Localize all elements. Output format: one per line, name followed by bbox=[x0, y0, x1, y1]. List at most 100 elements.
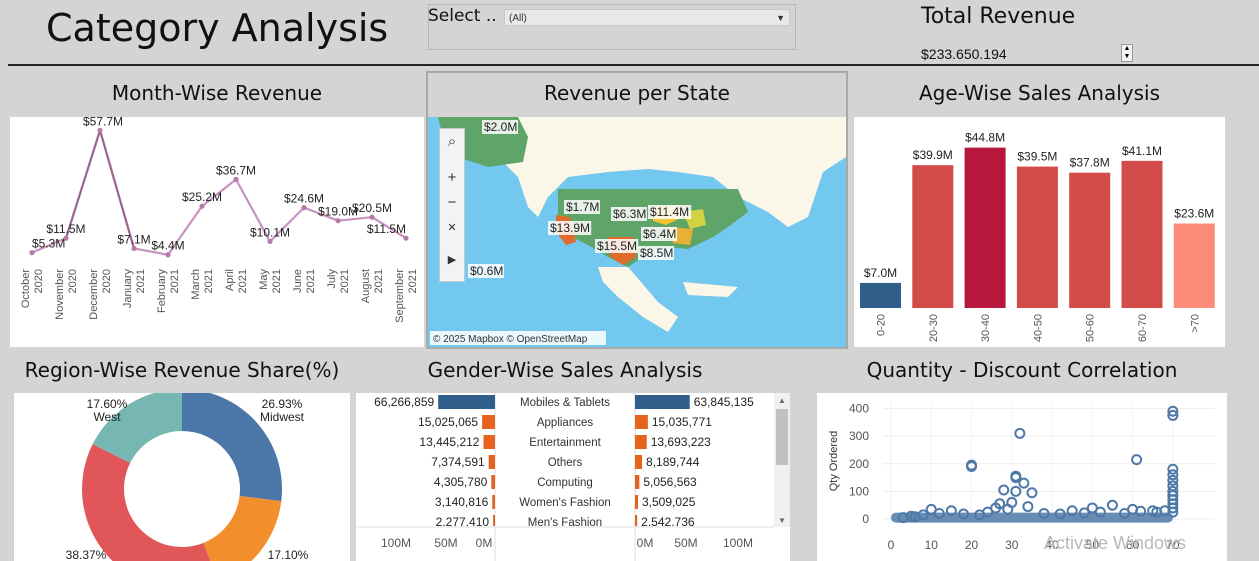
scroll-up-icon: ▲ bbox=[778, 396, 786, 405]
map-state-value: $11.4M bbox=[650, 205, 689, 219]
qty-point bbox=[1066, 505, 1078, 517]
month-point bbox=[233, 176, 239, 182]
month-chart-title: Month-Wise Revenue bbox=[111, 81, 323, 105]
month-tick-year: 2021 bbox=[169, 269, 181, 293]
region-slice bbox=[203, 496, 282, 561]
state-map[interactable]: $2.0M $1.7M $6.3M $11.4M $13.9M $6.4M $15.5M $8… bbox=[428, 117, 846, 347]
total-revenue-title: Total Revenue bbox=[921, 4, 1076, 29]
state-map-title: Revenue per State bbox=[544, 81, 730, 105]
map-state-value: $0.6M bbox=[470, 264, 503, 278]
qty-point bbox=[1026, 487, 1038, 499]
month-tick-group: January 2021 bbox=[122, 269, 147, 309]
qty-point bbox=[1010, 485, 1022, 497]
gender-right-value: 2,542,736 bbox=[641, 515, 695, 529]
month-line-segment bbox=[303, 206, 339, 222]
qty-y-axis-label: Qty Ordered bbox=[828, 431, 840, 492]
gender-right-tick: 100M bbox=[723, 536, 753, 550]
gender-left-value: 2,277,410 bbox=[436, 515, 490, 529]
month-point bbox=[165, 252, 171, 258]
qty-point bbox=[897, 512, 909, 524]
month-line-segment bbox=[235, 178, 271, 242]
qty-point bbox=[974, 509, 986, 521]
map-state-value: $6.3M bbox=[613, 207, 646, 221]
qty-y-tick: 200 bbox=[849, 457, 869, 471]
region-name-label: Midwest bbox=[260, 410, 305, 424]
map-label-bg bbox=[648, 205, 692, 219]
gender-right-bar bbox=[635, 475, 640, 489]
month-tick-year: 2021 bbox=[271, 269, 283, 293]
month-tick-label: October bbox=[20, 269, 32, 308]
qty-x-tick: 10 bbox=[925, 538, 939, 552]
month-tick-group: March 2021 bbox=[190, 269, 215, 300]
scroll-down-icon: ▼ bbox=[778, 516, 786, 525]
qty-point bbox=[1038, 507, 1050, 519]
gender-sales-chart: 66,266,859 63,845,135 Mobiles & Tablets 15,… bbox=[356, 393, 790, 561]
category-filter-select[interactable]: (All) ▼ bbox=[504, 9, 790, 26]
age-bar bbox=[1173, 223, 1215, 308]
month-line-segment bbox=[31, 237, 67, 254]
gender-left-value: 7,374,591 bbox=[431, 455, 485, 469]
month-line-segment bbox=[337, 216, 373, 222]
gender-left-value: 3,140,816 bbox=[435, 495, 489, 509]
qty-point bbox=[1054, 508, 1066, 520]
map-land-caribbean bbox=[683, 282, 738, 297]
month-value-label: $10.1M bbox=[250, 225, 290, 239]
gender-right-bar bbox=[635, 455, 643, 469]
month-tick-label: December bbox=[88, 269, 100, 320]
map-zoom-in-button[interactable]: + bbox=[447, 169, 457, 186]
month-tick-label: June bbox=[292, 269, 304, 293]
map-play-icon[interactable]: ▶ bbox=[447, 254, 457, 266]
qty-point bbox=[1022, 501, 1034, 513]
gender-right-tick: 50M bbox=[674, 536, 697, 550]
age-sales-chart: $7.0M 0-20 $39.9M 20-30 $44.8M 30-40 $39.5M 40-… bbox=[854, 117, 1225, 347]
month-tick-label: August bbox=[360, 269, 372, 303]
age-bar bbox=[1069, 172, 1111, 308]
map-pin-icon[interactable]: ✕ bbox=[447, 222, 457, 234]
map-zoom-out-button[interactable]: − bbox=[447, 194, 457, 211]
age-value-label: $39.9M bbox=[913, 148, 953, 162]
age-tick-label: 60-70 bbox=[1137, 314, 1149, 342]
qty-point bbox=[1078, 507, 1090, 519]
qty-point bbox=[1010, 470, 1022, 482]
map-label-bg bbox=[564, 200, 600, 214]
gender-right-tick: 0M bbox=[637, 536, 654, 550]
qty-dense-band bbox=[891, 512, 1173, 523]
month-tick-year: 2021 bbox=[373, 269, 385, 293]
qty-x-tick: 30 bbox=[1005, 538, 1019, 552]
age-tick-label: 30-40 bbox=[980, 314, 992, 342]
month-value-label: $7.1M bbox=[117, 232, 150, 246]
gender-left-value: 4,305,780 bbox=[434, 475, 488, 489]
qty-y-tick: 100 bbox=[849, 484, 869, 498]
qty-y-tick: 400 bbox=[849, 402, 869, 416]
age-tick-label: 50-60 bbox=[1085, 314, 1097, 342]
age-tick-group: 20-30 bbox=[928, 314, 940, 342]
gender-left-tick: 0M bbox=[476, 536, 493, 550]
month-tick-label: November bbox=[54, 269, 66, 320]
month-tick-year: 2021 bbox=[135, 269, 147, 293]
month-point bbox=[267, 238, 273, 245]
stepper-down-icon: ▼ bbox=[1123, 53, 1131, 60]
qty-point bbox=[1167, 409, 1179, 421]
qty-x-tick: 50 bbox=[1086, 538, 1100, 552]
region-slice bbox=[92, 393, 182, 463]
month-line-segment bbox=[133, 247, 169, 256]
gender-category-label: Others bbox=[548, 457, 583, 469]
age-value-label: $23.6M bbox=[1174, 207, 1214, 221]
map-land-mexico bbox=[598, 267, 678, 332]
qty-point bbox=[1167, 463, 1179, 475]
gender-left-bar bbox=[493, 515, 495, 526]
region-donut-chart: 26.93%Midwest 17.10% 38.37% 17.60%West bbox=[14, 393, 350, 561]
region-percent-label: 17.60% bbox=[87, 397, 128, 411]
filter-selected-value: (All) bbox=[509, 13, 527, 24]
month-tick-year: 2020 bbox=[101, 269, 113, 293]
age-tick-label: >70 bbox=[1189, 314, 1201, 333]
gender-right-value: 13,693,223 bbox=[651, 435, 711, 449]
map-label-bg bbox=[638, 246, 674, 260]
revenue-stepper[interactable]: ▲ ▼ bbox=[1121, 44, 1133, 62]
month-tick-year: 2021 bbox=[237, 269, 249, 293]
month-value-label: $11.5M bbox=[367, 222, 406, 236]
map-search-icon[interactable]: ⌕ bbox=[447, 133, 457, 150]
age-tick-label: 0-20 bbox=[876, 314, 888, 336]
month-tick-label: July bbox=[326, 269, 338, 289]
